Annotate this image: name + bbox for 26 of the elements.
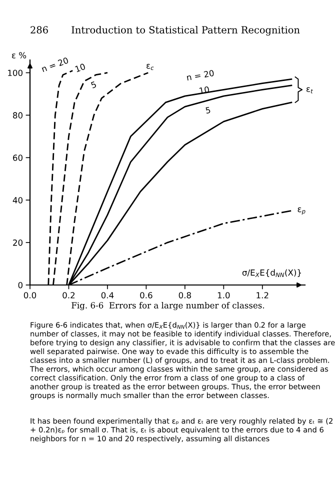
annotation: 5 bbox=[206, 106, 210, 114]
annotation: 10 bbox=[74, 63, 86, 72]
x-tick-label: 0.2 bbox=[62, 292, 75, 298]
y-tick-label: 60 bbox=[13, 154, 22, 161]
x-tick-label: 0.8 bbox=[178, 292, 191, 298]
y-tick-label: 100 bbox=[8, 70, 22, 76]
text: 286 bbox=[30, 26, 48, 34]
annotation: ε$_{p}$ bbox=[298, 207, 306, 215]
y-tick-label: 0 bbox=[18, 282, 22, 288]
annotation: ε$_{c}$ bbox=[146, 64, 154, 70]
x-tick-label: 1.0 bbox=[218, 292, 230, 298]
x-tick-label: 0.6 bbox=[140, 292, 152, 298]
annotation: n = 20 bbox=[186, 70, 214, 81]
y-tick-label: 40 bbox=[12, 197, 22, 204]
caption: Fig. 6-6 Errors for a large number of classes. bbox=[72, 302, 264, 310]
y-tick-label: 80 bbox=[13, 112, 22, 118]
y-axis-title: ε % bbox=[12, 52, 26, 58]
text: ε$_{t}$ bbox=[306, 87, 314, 94]
x-tick-label: 0.4 bbox=[101, 292, 114, 298]
x-axis-title: σ/E$_{X}$E{d$_{NN}$(X)} bbox=[242, 269, 301, 277]
annotation: n = 20 bbox=[41, 57, 69, 72]
annotation: 5 bbox=[90, 81, 97, 88]
y-tick-label: 20 bbox=[13, 240, 22, 246]
x-tick-label: 0.0 bbox=[24, 292, 36, 298]
x-tick-label: 1.2 bbox=[256, 292, 268, 298]
text: Introduction to Statistical Pattern Recognition bbox=[72, 26, 300, 36]
